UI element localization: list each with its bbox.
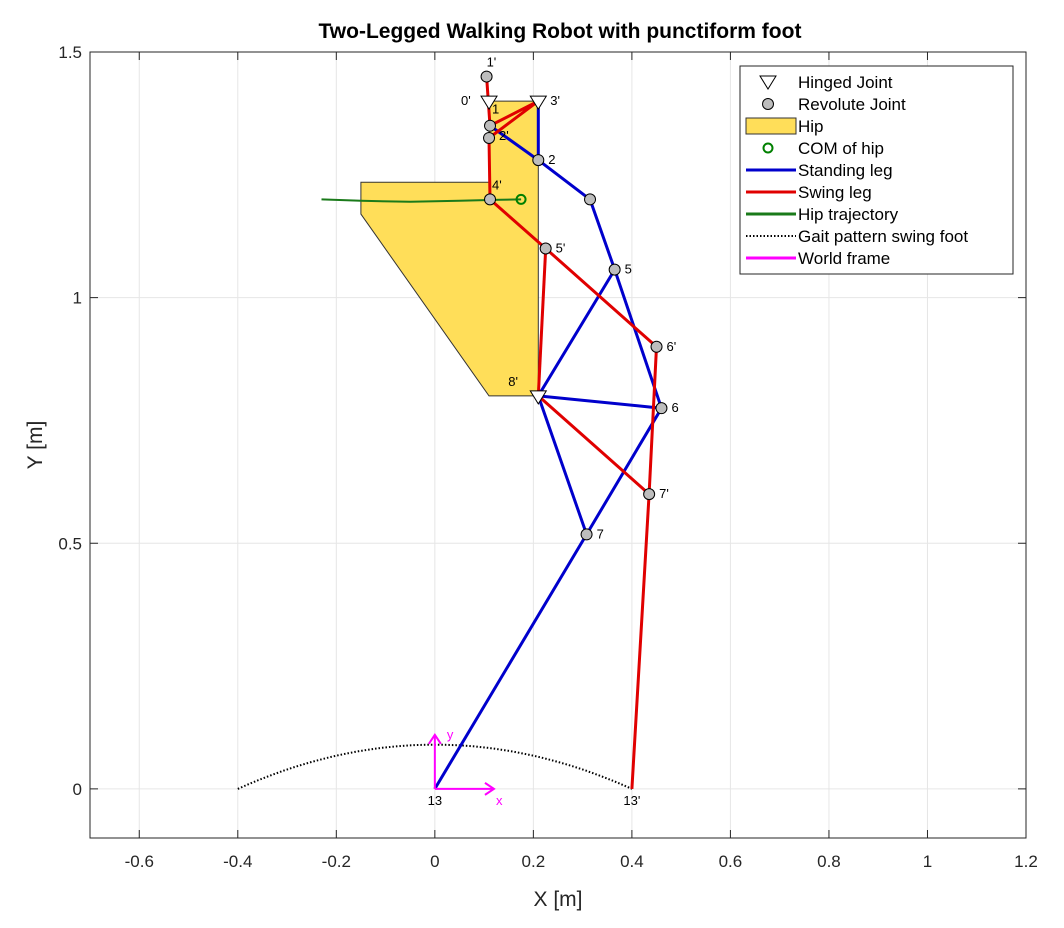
y-axis-label: Y [m] <box>24 421 47 470</box>
x-tick-label: 0.8 <box>817 852 841 871</box>
x-tick-label: 0.2 <box>522 852 546 871</box>
legend-marker-hip <box>745 117 797 135</box>
legend-marker-hinged-joint <box>759 75 777 90</box>
legend-label: Revolute Joint <box>798 95 906 114</box>
foot-label: 13' <box>623 793 640 808</box>
plot-content: x y 0' 3' 8' 1' 12' 2 4' 5' 5 6' 6 7' 7 13 13' <box>237 55 679 808</box>
x-axis-label: X [m] <box>533 888 582 911</box>
revolute-joint-marker <box>484 193 497 206</box>
revolute-joint-marker <box>650 340 663 353</box>
com-marker <box>515 193 527 205</box>
joint-label: 7' <box>659 486 669 501</box>
axes-box <box>89 51 1027 839</box>
revolute-joint-marker <box>484 119 497 132</box>
x-tick-label: 1.2 <box>1014 852 1038 871</box>
legend-label: COM of hip <box>798 139 884 158</box>
world-frame-x-label: x <box>496 793 503 808</box>
joint-label: 5 <box>625 262 632 277</box>
joint-label: 5' <box>556 241 566 256</box>
legend-label: World frame <box>798 249 890 268</box>
revolute-joint-marker <box>580 528 593 541</box>
y-tick-label: 1.5 <box>58 43 82 62</box>
swing-leg-link <box>536 248 548 396</box>
revolute-joint-marker <box>584 193 597 206</box>
legend-label: Hinged Joint <box>798 73 893 92</box>
joint-label: 2' <box>499 128 509 143</box>
joint-label: 6' <box>667 339 677 354</box>
x-tick-label: 0.4 <box>620 852 644 871</box>
joint-label: 0' <box>461 93 471 108</box>
chart-title: Two-Legged Walking Robot with punctiform… <box>319 20 802 43</box>
revolute-joint-marker <box>643 488 656 501</box>
revolute-joint-marker <box>480 70 493 83</box>
joint-label: 2 <box>548 152 555 167</box>
x-tick-label: 0 <box>430 852 439 871</box>
world-frame-x-arrowhead <box>484 782 496 796</box>
hinged-joint-marker <box>529 95 548 111</box>
joint-label: 8' <box>508 374 518 389</box>
hinged-joint-marker <box>480 95 498 111</box>
x-tick-label: 1 <box>923 852 932 871</box>
y-tick-label: 0.5 <box>58 534 82 553</box>
legend-label: Swing leg <box>798 183 872 202</box>
swing-leg-link <box>537 394 651 496</box>
world-frame-y-label: y <box>447 727 454 742</box>
x-tick-label: -0.4 <box>223 852 252 871</box>
hinged-joint-marker <box>529 390 548 405</box>
joint-label: 1 <box>492 102 499 117</box>
revolute-joint-marker <box>608 263 621 276</box>
legend-label: Standing leg <box>798 161 893 180</box>
legend: Hinged Joint Revolute Joint Hip COM of hip S… <box>739 65 1014 275</box>
joint-label: 7 <box>597 526 604 541</box>
standing-leg-line <box>433 101 663 790</box>
legend-label: Hip <box>798 117 824 136</box>
hip-trajectory-line <box>321 198 522 203</box>
legend-marker-revolute-joint <box>762 98 774 110</box>
legend-label: Gait pattern swing foot <box>798 227 968 246</box>
y-tick-label: 0 <box>73 780 82 799</box>
joint-label: 3' <box>550 93 560 108</box>
joint-label: 4' <box>492 177 502 192</box>
legend-marker-com <box>762 142 774 154</box>
tick-labels: -0.6 -0.4 -0.2 0 0.2 0.4 0.6 0.8 1 1.2 0 0.5 1 1.5 <box>58 43 1037 871</box>
x-tick-label: -0.6 <box>125 852 154 871</box>
revolute-joint-marker <box>655 402 668 415</box>
standing-leg-link <box>536 395 589 535</box>
joint-label: 1' <box>487 55 497 70</box>
revolute-joint-marker <box>539 242 552 255</box>
y-tick-label: 1 <box>73 289 82 308</box>
x-tick-label: 0.6 <box>719 852 743 871</box>
world-frame-y-arrowhead <box>428 733 442 745</box>
revolute-joint-marker <box>483 131 496 144</box>
foot-label: 13 <box>428 793 442 808</box>
x-tick-label: -0.2 <box>322 852 351 871</box>
revolute-joint-marker <box>532 154 545 167</box>
joint-label: 6 <box>671 400 678 415</box>
legend-label: Hip trajectory <box>798 205 899 224</box>
